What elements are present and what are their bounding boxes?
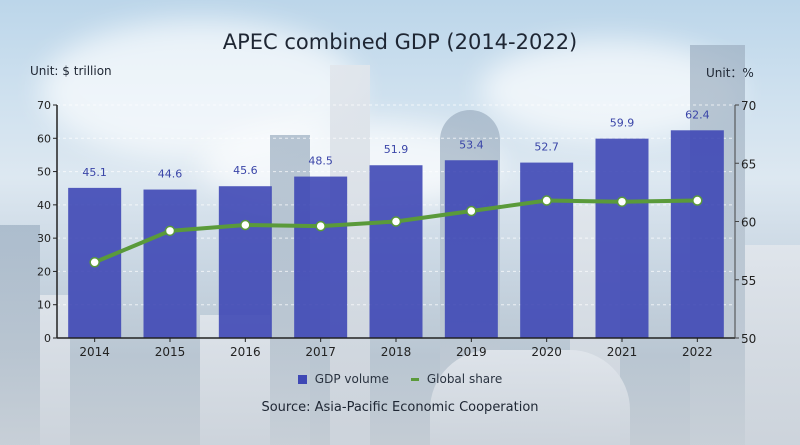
legend-label-share: Global share [426, 372, 503, 386]
bar-value-label: 45.6 [233, 164, 258, 177]
line-marker [164, 225, 176, 237]
bar-2016 [218, 186, 272, 338]
right-tick-label: 55 [741, 274, 756, 288]
left-tick-label: 70 [37, 99, 51, 112]
line-marker [466, 205, 477, 217]
line-marker [616, 196, 628, 207]
left-tick-label: 0 [44, 332, 51, 345]
bar-value-label: 59.9 [610, 117, 635, 130]
line-marker [692, 195, 703, 206]
x-tick-label: 2014 [79, 345, 110, 359]
bar-swatch-icon [297, 374, 307, 384]
line-marker [89, 257, 100, 268]
bar-2015 [143, 189, 197, 338]
line-marker [541, 195, 552, 206]
bar-2022 [670, 130, 724, 338]
bar-value-label: 48.5 [308, 155, 333, 168]
bar-2019 [444, 160, 498, 338]
bar-value-label: 62.4 [685, 108, 710, 121]
legend-label-gdp: GDP volume [314, 372, 389, 386]
left-tick-label: 30 [37, 232, 51, 245]
x-tick-label: 2016 [230, 345, 261, 359]
x-tick-label: 2021 [607, 345, 638, 359]
x-tick-label: 2019 [456, 345, 487, 359]
line-marker [315, 220, 326, 232]
x-tick-label: 2017 [305, 345, 336, 359]
left-axis-unit: Unit: $ trillion [30, 64, 112, 78]
bar-2018 [369, 165, 423, 338]
legend: GDP volume Global share [0, 372, 800, 386]
chart-title: APEC combined GDP (2014-2022) [222, 30, 578, 54]
bar-value-label: 51.9 [384, 143, 409, 156]
bar-value-label: 44.6 [158, 168, 183, 181]
left-tick-label: 20 [37, 265, 51, 278]
left-tick-label: 60 [37, 132, 51, 145]
bar-2017 [294, 176, 348, 338]
bar-value-label: 52.7 [534, 141, 559, 154]
x-tick-label: 2015 [155, 345, 186, 359]
bar-2021 [595, 138, 649, 338]
bar-2020 [520, 162, 574, 338]
right-tick-label: 70 [741, 99, 756, 113]
left-tick-label: 50 [37, 166, 51, 179]
bar-value-label: 45.1 [82, 166, 107, 179]
right-axis-unit: Unit：% [706, 66, 754, 80]
x-tick-label: 2022 [682, 345, 713, 359]
bar-value-label: 53.4 [459, 138, 484, 151]
right-tick-label: 65 [741, 157, 756, 171]
legend-item-global-share: Global share [410, 372, 503, 386]
line-marker [390, 216, 402, 227]
left-tick-label: 10 [37, 299, 51, 312]
line-marker [240, 219, 251, 231]
left-tick-label: 40 [37, 199, 51, 212]
x-tick-label: 2018 [381, 345, 412, 359]
legend-item-gdp-volume: GDP volume [297, 372, 389, 386]
line-swatch-icon [410, 377, 419, 381]
x-tick-label: 2020 [531, 345, 562, 359]
right-tick-label: 50 [741, 332, 756, 346]
right-tick-label: 60 [741, 216, 756, 230]
source-note: Source: Asia-Pacific Economic Cooperatio… [261, 400, 539, 415]
